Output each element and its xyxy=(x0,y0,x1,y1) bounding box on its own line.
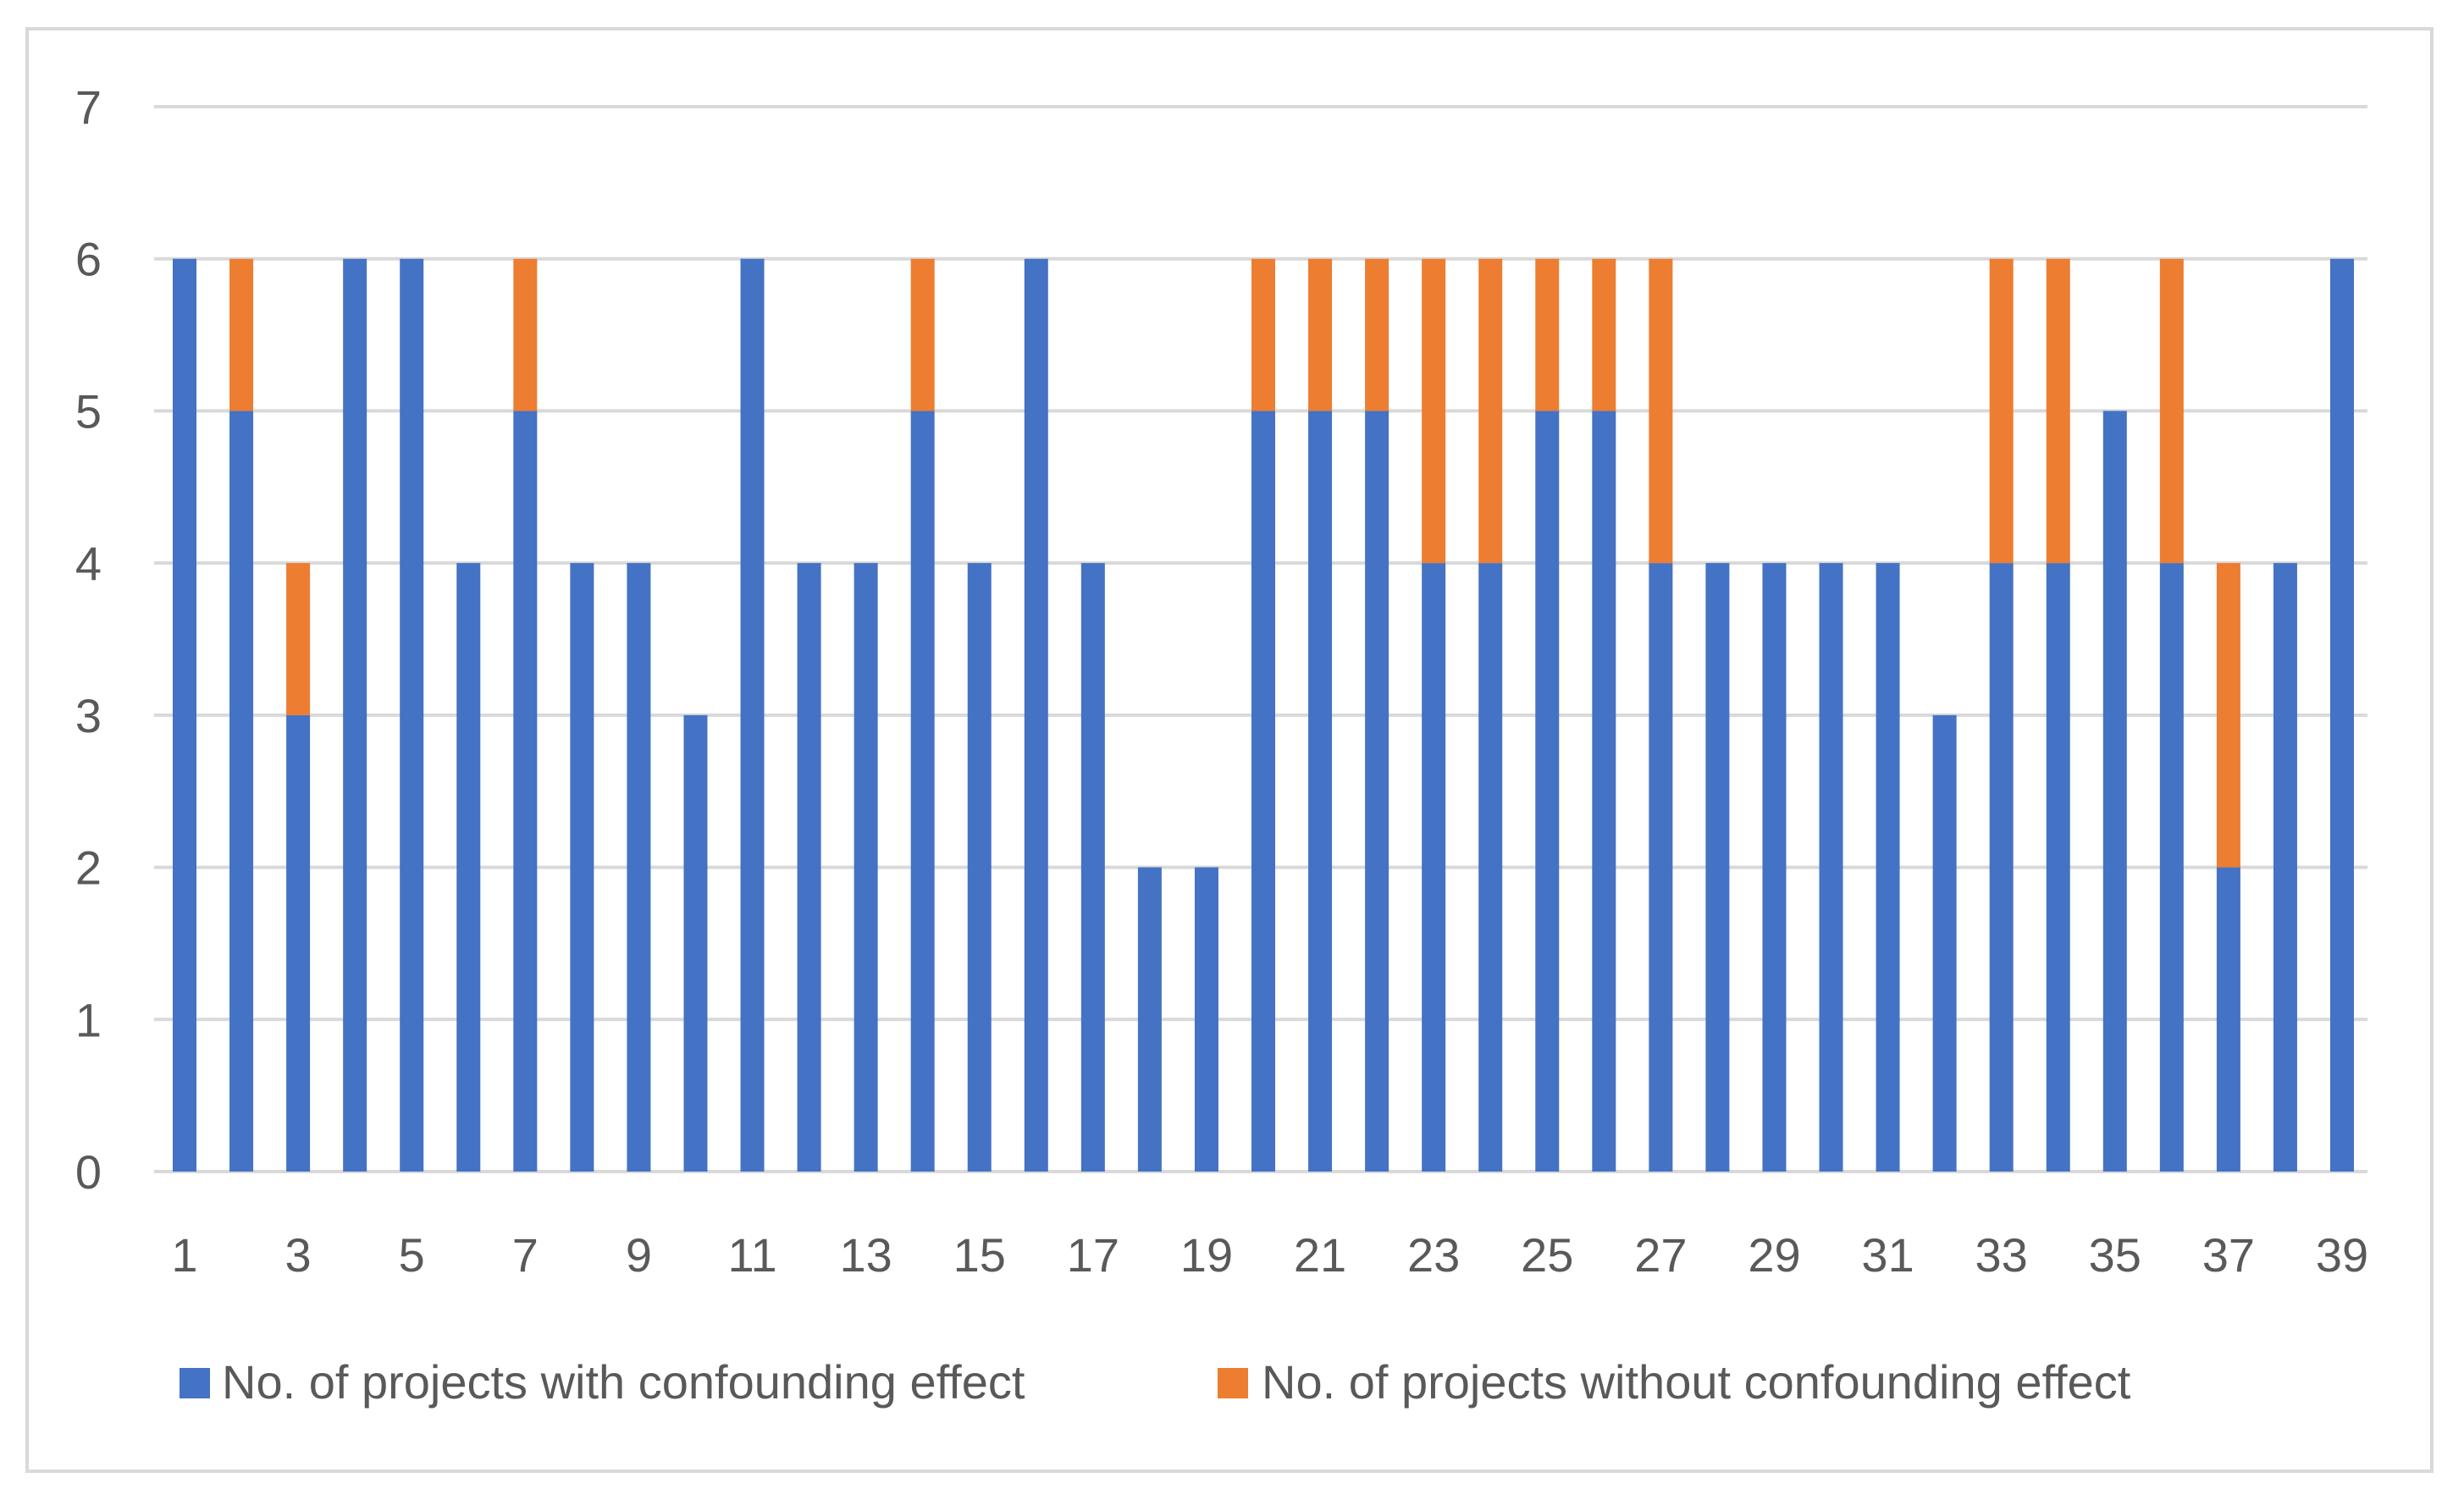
bar-series-0 xyxy=(173,258,196,1172)
x-tick-label: 1 xyxy=(171,1228,197,1282)
x-tick-label: 29 xyxy=(1748,1228,1800,1282)
legend-label-series-1: No. of projects without confounding effe… xyxy=(1262,1355,2131,1409)
bar-series-0 xyxy=(1592,411,1616,1172)
bar-series-0 xyxy=(854,563,878,1172)
bar-series-0 xyxy=(683,714,708,1172)
legend: No. of projects with confounding effect … xyxy=(180,1355,2131,1409)
bar-series-0 xyxy=(286,714,311,1172)
bar-series-0 xyxy=(797,563,821,1172)
bar-series-0 xyxy=(1251,411,1275,1172)
legend-label-series-0: No. of projects with confounding effect xyxy=(222,1355,1025,1409)
legend-swatch-series-1 xyxy=(1218,1368,1248,1398)
bar-series-1 xyxy=(1308,258,1333,411)
bar-series-0 xyxy=(2273,563,2297,1172)
bar-series-0 xyxy=(740,258,765,1172)
bar-series-0 xyxy=(400,258,424,1172)
bar-series-1 xyxy=(2046,258,2070,564)
y-tick-label: 5 xyxy=(75,384,102,438)
x-tick-label: 19 xyxy=(1180,1228,1233,1282)
x-tick-label: 17 xyxy=(1067,1228,1119,1282)
bar-series-0 xyxy=(343,258,367,1172)
chart-frame xyxy=(25,27,2434,1473)
x-tick-label: 27 xyxy=(1634,1228,1687,1282)
bar-series-0 xyxy=(1478,563,1503,1172)
bar-series-0 xyxy=(2046,563,2070,1172)
x-tick-label: 39 xyxy=(2316,1228,2368,1282)
x-tick-label: 37 xyxy=(2202,1228,2255,1282)
x-tick-label: 11 xyxy=(727,1228,776,1282)
y-tick-label: 7 xyxy=(75,80,102,134)
x-tick-label: 25 xyxy=(1521,1228,1573,1282)
bar-series-1 xyxy=(1422,258,1446,564)
bar-series-1 xyxy=(910,258,935,411)
bar-series-0 xyxy=(456,563,481,1172)
y-tick-label: 4 xyxy=(75,537,102,590)
bar-series-0 xyxy=(967,563,992,1172)
x-tick-label: 35 xyxy=(2089,1228,2141,1282)
x-tick-label: 21 xyxy=(1294,1228,1346,1282)
bar-series-0 xyxy=(1308,411,1333,1172)
bar-series-0 xyxy=(570,563,594,1172)
bar-series-0 xyxy=(1535,411,1560,1172)
bar-series-1 xyxy=(1535,258,1560,411)
y-tick-label: 3 xyxy=(75,689,102,742)
y-axis-tick-labels: 0 1 2 3 4 5 6 7 xyxy=(75,80,102,1199)
bar-series-1 xyxy=(2216,563,2240,868)
bar-series-1 xyxy=(1251,258,1275,411)
bar-series-0 xyxy=(1932,714,1957,1172)
bar-series-1 xyxy=(1365,258,1389,411)
bar-series-0 xyxy=(1422,563,1446,1172)
bar-series-0 xyxy=(1989,563,2014,1172)
bar-series-1 xyxy=(513,258,538,411)
bar-series-0 xyxy=(513,411,538,1172)
bar-series-1 xyxy=(2159,258,2184,564)
bar-series-0 xyxy=(2216,867,2240,1172)
x-axis-tick-labels: 1 3 5 7 9 11 13 15 17 19 21 23 25 27 29 31 33 35 37 39 xyxy=(171,1228,2368,1282)
bar-series-1 xyxy=(1989,258,2014,564)
bar-series-1 xyxy=(229,258,254,411)
bar-series-0 xyxy=(1024,258,1048,1172)
x-tick-label: 7 xyxy=(512,1228,539,1282)
bar-series-0 xyxy=(910,411,935,1172)
x-tick-label: 5 xyxy=(399,1228,425,1282)
bar-series-0 xyxy=(1762,563,1787,1172)
x-tick-label: 9 xyxy=(626,1228,652,1282)
x-tick-label: 3 xyxy=(285,1228,312,1282)
bar-series-1 xyxy=(1649,258,1673,564)
x-tick-label: 13 xyxy=(839,1228,892,1282)
bar-series-0 xyxy=(1194,867,1218,1172)
x-tick-label: 15 xyxy=(953,1228,1006,1282)
bar-series-0 xyxy=(2159,563,2184,1172)
legend-swatch-series-0 xyxy=(180,1368,210,1398)
bar-series-1 xyxy=(1592,258,1616,411)
bar-series-0 xyxy=(1137,867,1162,1172)
bar-series-0 xyxy=(1876,563,1900,1172)
y-tick-label: 1 xyxy=(75,993,102,1046)
x-tick-label: 33 xyxy=(1975,1228,2028,1282)
bar-series-0 xyxy=(1705,563,1730,1172)
bar-series-0 xyxy=(1649,563,1673,1172)
bar-series-0 xyxy=(2102,411,2127,1172)
bar-series-0 xyxy=(2330,258,2354,1172)
y-tick-label: 2 xyxy=(75,841,102,895)
bar-series-0 xyxy=(1080,563,1105,1172)
bar-series-0 xyxy=(229,411,254,1172)
bar-series-0 xyxy=(627,563,651,1172)
bar-series-1 xyxy=(286,563,311,715)
x-tick-label: 23 xyxy=(1407,1228,1460,1282)
y-tick-label: 0 xyxy=(75,1145,102,1199)
y-tick-label: 6 xyxy=(75,233,102,286)
bars xyxy=(173,258,2354,1172)
x-tick-label: 31 xyxy=(1861,1228,1914,1282)
bar-series-0 xyxy=(1819,563,1843,1172)
bar-series-0 xyxy=(1365,411,1389,1172)
bar-series-1 xyxy=(1478,258,1503,564)
